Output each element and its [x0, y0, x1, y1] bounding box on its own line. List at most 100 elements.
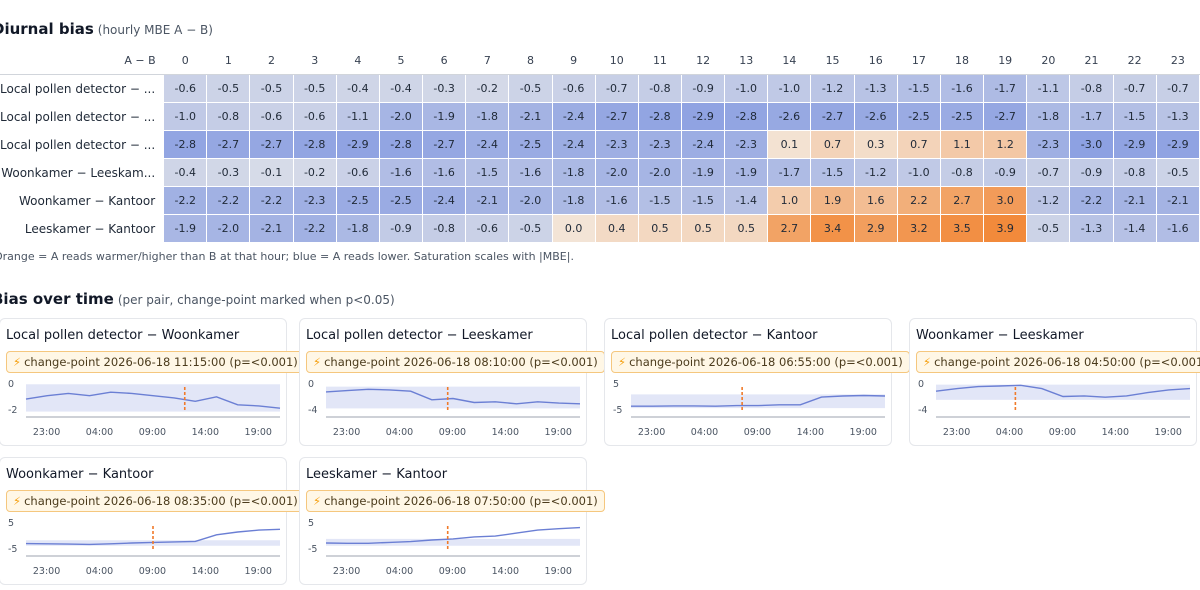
heatmap-cell: -2.2 [206, 186, 251, 215]
change-point-badge: ⚡ change-point 2026-06-18 06:55:00 (p=<0.… [611, 351, 910, 373]
bias-series-line [325, 526, 581, 544]
x-tick-label: 04:00 [996, 427, 1023, 438]
heatmap-hour-label: 2 [249, 46, 294, 75]
heatmap-cell: 0.0 [551, 214, 596, 243]
heatmap-hour-label: 8 [508, 46, 553, 75]
heatmap-cell: -0.4 [378, 74, 424, 103]
heatmap-cell: -1.5 [810, 158, 855, 187]
heatmap-cell: -0.5 [1026, 214, 1071, 243]
heatmap-hour-label: 1 [206, 46, 250, 75]
x-tick-label: 19:00 [245, 427, 272, 438]
heatmap-cell: -1.6 [422, 158, 467, 187]
heatmap-cell: -1.7 [767, 158, 812, 187]
heatmap-cell: -0.6 [551, 74, 596, 103]
bias-card-title: Woonkamer − Kantoor [6, 467, 154, 482]
heatmap-cell: -1.3 [1155, 102, 1200, 131]
lightning-icon: ⚡ [923, 355, 932, 369]
diurnal-title: Diurnal bias (hourly MBE A − B) [0, 20, 213, 38]
heatmap-cell: -0.7 [1155, 74, 1200, 103]
heatmap-cell: -2.2 [1069, 186, 1114, 215]
heatmap-cell: -1.8 [1026, 102, 1071, 131]
heatmap-cell: 3.5 [939, 214, 985, 243]
heatmap-cell: -0.5 [508, 74, 553, 103]
bias-card: Woonkamer − Kantoor ⚡ change-point 2026-06… [0, 457, 305, 585]
heatmap-cell: -1.2 [1026, 186, 1071, 215]
heatmap-hour-label: 15 [810, 46, 855, 75]
x-tick-label: 04:00 [386, 427, 413, 438]
bias-line-chart: 5 -5 23:00 04:00 09:00 14:00 19:00 [613, 379, 886, 438]
heatmap-cell: -0.9 [681, 74, 726, 103]
heatmap-cell: -1.9 [681, 158, 726, 187]
x-tick-label: 23:00 [33, 566, 60, 577]
bias-card-title: Woonkamer − Leeskamer [916, 328, 1084, 343]
heatmap-cell: 1.1 [939, 130, 985, 159]
y-tick-label: 0 [918, 379, 924, 390]
heatmap-hour-label: 12 [681, 46, 725, 75]
heatmap-cell: -1.1 [335, 102, 380, 131]
change-point-text: change-point 2026-06-18 08:35:00 (p=<0.0… [24, 494, 298, 508]
heatmap-cell: -2.4 [422, 186, 467, 215]
y-tick-label: -5 [613, 405, 622, 416]
heatmap-row-label: Woonkamer − Kantoor [18, 193, 156, 208]
heatmap-row-label: Local pollen detector − ... [0, 109, 156, 124]
heatmap-hour-label: 18 [940, 46, 984, 75]
heatmap-cell: -0.5 [206, 74, 251, 103]
heatmap-hour-label: 16 [854, 46, 898, 75]
heatmap-cell: -1.6 [594, 186, 639, 215]
change-point-text: change-point 2026-06-18 06:55:00 (p=<0.0… [629, 355, 903, 369]
heatmap-cell: -1.4 [724, 186, 769, 215]
x-tick-label: 09:00 [439, 427, 466, 438]
heatmap-cell: -2.9 [335, 130, 380, 159]
bias-line-chart: 0 -4 23:00 04:00 09:00 14:00 19:00 [918, 379, 1191, 438]
heatmap-cell: -0.8 [422, 214, 467, 243]
heatmap-cell: -0.5 [1155, 158, 1200, 187]
heatmap-cell: -2.7 [206, 130, 251, 159]
bias-card-title: Local pollen detector − Leeskamer [306, 328, 533, 343]
heatmap-cell: 2.7 [939, 186, 985, 215]
heatmap-cell: -2.3 [724, 130, 769, 159]
y-tick-label: 5 [8, 518, 14, 529]
bias-card-title: Local pollen detector − Kantoor [611, 328, 818, 343]
heatmap-cell: -0.4 [163, 158, 208, 187]
heatmap-hour-label: 9 [552, 46, 596, 75]
x-tick-label: 14:00 [492, 566, 519, 577]
heatmap-cell: -1.3 [1069, 214, 1114, 243]
heatmap-cell: -2.5 [378, 186, 424, 215]
heatmap-cell: -0.6 [249, 102, 294, 131]
heatmap-cell: -1.2 [810, 74, 855, 103]
lightning-icon: ⚡ [13, 355, 22, 369]
heatmap-cell: -1.2 [853, 158, 898, 187]
heatmap-cell: -2.2 [163, 186, 208, 215]
heatmap-cell: -2.7 [810, 102, 855, 131]
heatmap-cell: 0.5 [724, 214, 769, 243]
heatmap-cell: -1.6 [378, 158, 424, 187]
heatmap-cell: -0.6 [163, 74, 208, 103]
heatmap-cell: -1.6 [508, 158, 553, 187]
x-tick-label: 14:00 [1102, 427, 1129, 438]
x-tick-label: 04:00 [691, 427, 718, 438]
heatmap-cell: 1.2 [983, 130, 1028, 159]
bias-line-chart: 0 -4 23:00 04:00 09:00 14:00 19:00 [308, 379, 581, 438]
y-tick-label: 0 [308, 379, 314, 390]
heatmap-row: Leeskamer − Kantoor -1.9 -2.0 -2.1 -2.2 -1.8-… [0, 214, 1200, 243]
heatmap-cell: -1.8 [551, 158, 596, 187]
heatmap-cell: -2.5 [939, 102, 985, 131]
heatmap-cell: -1.9 [422, 102, 467, 131]
x-tick-label: 19:00 [245, 566, 272, 577]
heatmap-cell: 2.7 [767, 214, 812, 243]
heatmap-cell: -0.5 [508, 214, 553, 243]
over-time-subtitle: (per pair, change-point marked when p<0.… [117, 293, 395, 307]
heatmap-cell: 0.5 [681, 214, 726, 243]
bias-series-line [25, 391, 281, 409]
heatmap-hour-label: 0 [163, 46, 207, 75]
change-point-badge: ⚡ change-point 2026-06-18 04:50:00 (p=<0.… [916, 351, 1200, 373]
heatmap-row-label: Local pollen detector − ... [0, 137, 156, 152]
heatmap-cell: -0.3 [206, 158, 251, 187]
heatmap-cell: -2.0 [637, 158, 683, 187]
bias-series-line [631, 394, 886, 407]
heatmap-cell: -1.8 [465, 102, 510, 131]
heatmap-row-label: Local pollen detector − ... [0, 81, 156, 96]
heatmap-cell: 0.4 [594, 214, 639, 243]
heatmap-cell: -2.7 [422, 130, 467, 159]
heatmap-cell: -0.8 [1112, 158, 1157, 187]
